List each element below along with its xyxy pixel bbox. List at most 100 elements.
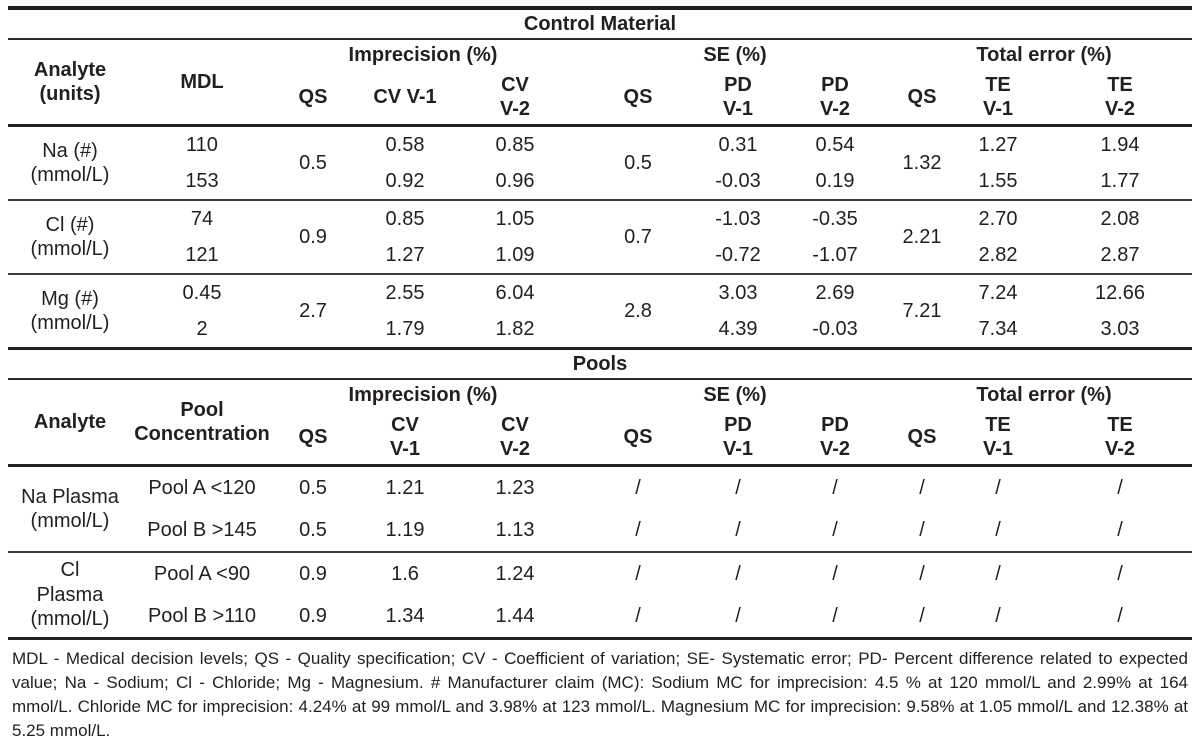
header-imprecision-group-pools: Imprecision (%) <box>272 378 574 410</box>
header-total-error-group-pools: Total error (%) <box>896 378 1193 410</box>
footnote-row: MDL - Medical decision levels; QS - Qual… <box>8 637 1193 744</box>
cell-cv-v2: 0.85 <box>456 124 574 163</box>
analyte-units: (mmol/L) <box>30 238 110 260</box>
table-row-na-1: Na (#) (mmol/L) 110 0.5 0.58 0.85 0.5 0.… <box>8 124 1193 200</box>
table-row-na-plasma-1: Na Plasma (mmol/L) Pool A <120 0.5 1.21 … <box>8 464 1193 552</box>
analyte-name: Cl <box>60 559 80 582</box>
cell-te-v2: 3.03 <box>1100 317 1140 340</box>
header-se-group: SE (%) <box>574 38 896 70</box>
analyte-name: Mg (#) <box>41 287 99 310</box>
cell-mdl: 0.45 <box>132 273 272 311</box>
section-title-pools: Pools <box>8 347 1193 379</box>
header-pool-line2: Concentration <box>134 423 270 445</box>
header-cv-v2-pools: CV V-2 <box>456 410 574 466</box>
cell-cv-v1: 1.21 <box>354 464 456 509</box>
header-pd-v2-line1: PD <box>821 73 849 96</box>
header-te-v1: TE V-1 <box>948 70 1048 126</box>
cell-cv-v2: 0.96 <box>495 169 535 192</box>
cell-qs-imprecision: 2.7 <box>272 273 354 349</box>
cell-te-v1: 1.55 <box>978 169 1018 192</box>
cell-pool: Pool A <90 <box>132 551 272 595</box>
cell-cv-v1: 1.34 <box>385 604 425 627</box>
header-qs-se-pools: QS <box>623 425 653 448</box>
header-cv-v1-pools: CV V-1 <box>354 410 456 466</box>
analyte-name: Na (#) <box>42 139 98 162</box>
cell-te-v2: 1.94 <box>1048 124 1193 163</box>
cell-te-v1: 7.34 <box>978 317 1018 340</box>
analyte-units: (mmol/L) <box>30 510 110 532</box>
table-row-cl-2: 121 1.27 1.09 -0.72 -1.07 2.82 2.87 <box>8 237 1192 274</box>
header-te-v1-line1: TE <box>985 73 1011 96</box>
cell-te-v1: / <box>995 604 1001 627</box>
cell-qs-se: / <box>574 464 702 509</box>
cell-cv-v1: 1.79 <box>385 317 425 340</box>
header-pd-v2: PD V-2 <box>774 70 896 126</box>
header-te-v1-line2: V-1 <box>982 98 1014 120</box>
cell-mdl: 74 <box>132 199 272 237</box>
header-cv-v2-line1: CV <box>501 413 529 436</box>
cell-qs-te: 7.21 <box>896 273 948 349</box>
cell-pd-v2: 0.19 <box>815 169 855 192</box>
table-row-na-plasma-2: Pool B >145 0.5 1.19 1.13 / / / / / / <box>8 509 1192 552</box>
header-analyte-pools: Analyte <box>8 378 132 466</box>
analyte-cell-cl: Cl (#) (mmol/L) <box>8 199 132 274</box>
cell-cv-v1: 1.19 <box>385 518 425 541</box>
header-te-v2-line2: V-2 <box>1104 438 1136 460</box>
header-te-v1-pools: TE V-1 <box>948 410 1048 466</box>
header-qs-se: QS <box>623 85 653 108</box>
analyte-units: (mmol/L) <box>30 608 110 631</box>
header-pool-concentration: Pool Concentration <box>132 378 272 466</box>
header-qs-imprecision: QS <box>298 85 328 108</box>
cell-pd-v1: / <box>702 464 774 509</box>
table-row-mg-2: 2 1.79 1.82 4.39 -0.03 7.34 3.03 <box>8 311 1192 349</box>
cell-te-v1: 2.82 <box>978 243 1018 266</box>
table-row-na-2: 153 0.92 0.96 -0.03 0.19 1.55 1.77 <box>8 163 1192 200</box>
control-sub-header-row: QS CV V-1 CV V-2 QS PD V-1 PD V-2 QS TE … <box>8 70 1192 126</box>
cell-cv-v1: 1.27 <box>385 243 425 266</box>
header-pd-v1-line1: PD <box>724 73 752 96</box>
header-cv-v2: CV V-2 <box>456 70 574 126</box>
cell-cv-v2: 1.05 <box>456 199 574 237</box>
header-pd-v1: PD V-1 <box>702 70 774 126</box>
table-row-mg-1: Mg (#) (mmol/L) 0.45 2.7 2.55 6.04 2.8 3… <box>8 273 1193 349</box>
header-te-v2-line1: TE <box>1107 73 1133 96</box>
cell-te-v1: 7.24 <box>948 273 1048 311</box>
section-title-row-control: Control Material <box>8 8 1192 39</box>
cell-pd-v2: 0.54 <box>774 124 896 163</box>
header-cv-v2-line1: CV <box>501 73 529 96</box>
header-pd-v1-line1: PD <box>724 413 752 436</box>
cell-pd-v1: -0.72 <box>715 243 761 266</box>
cell-pd-v1: / <box>702 551 774 595</box>
analyte-cell-mg: Mg (#) (mmol/L) <box>8 273 132 349</box>
header-cv-v1: CV V-1 <box>373 85 437 108</box>
analyte-name-line2: Plasma <box>36 583 104 606</box>
cell-qs-te: / <box>919 604 925 627</box>
cell-pd-v2: -0.35 <box>774 199 896 237</box>
cell-qs-se: 2.8 <box>574 273 702 349</box>
section-title-row-pools: Pools <box>8 347 1193 379</box>
cell-cv-v2: 1.13 <box>495 518 535 541</box>
header-qs-te-pools: QS <box>907 425 937 448</box>
cell-pd-v1: 0.31 <box>702 124 774 163</box>
cell-te-v1: / <box>948 464 1048 509</box>
table-row-cl-plasma-2: Pool B >110 0.9 1.34 1.44 / / / / / / <box>8 595 1192 639</box>
header-pd-v1-pools: PD V-1 <box>702 410 774 466</box>
analyte-name: Cl (#) <box>45 213 95 236</box>
header-imprecision-group: Imprecision (%) <box>272 38 574 70</box>
cell-te-v2: / <box>1117 604 1123 627</box>
analyte-name: Na Plasma <box>21 485 119 508</box>
table-footnote: MDL - Medical decision levels; QS - Qual… <box>8 637 1193 744</box>
cell-mdl: 110 <box>132 124 272 163</box>
cell-te-v1: / <box>995 518 1001 541</box>
cell-cv-v1: 0.85 <box>354 199 456 237</box>
cell-mdl: 153 <box>185 169 219 192</box>
analyte-cell-na-plasma: Na Plasma (mmol/L) <box>8 464 132 552</box>
cell-te-v1: / <box>948 551 1048 595</box>
cell-qs-se: 0.5 <box>574 124 702 200</box>
header-cv-v1-line1: CV <box>391 413 419 436</box>
header-cv-v2-line2: V-2 <box>499 98 531 120</box>
results-table: Control Material Analyte (units) MDL Imp… <box>8 6 1193 744</box>
cell-qs-se: 0.7 <box>574 199 702 274</box>
header-qs-imprecision-pools: QS <box>298 425 328 448</box>
